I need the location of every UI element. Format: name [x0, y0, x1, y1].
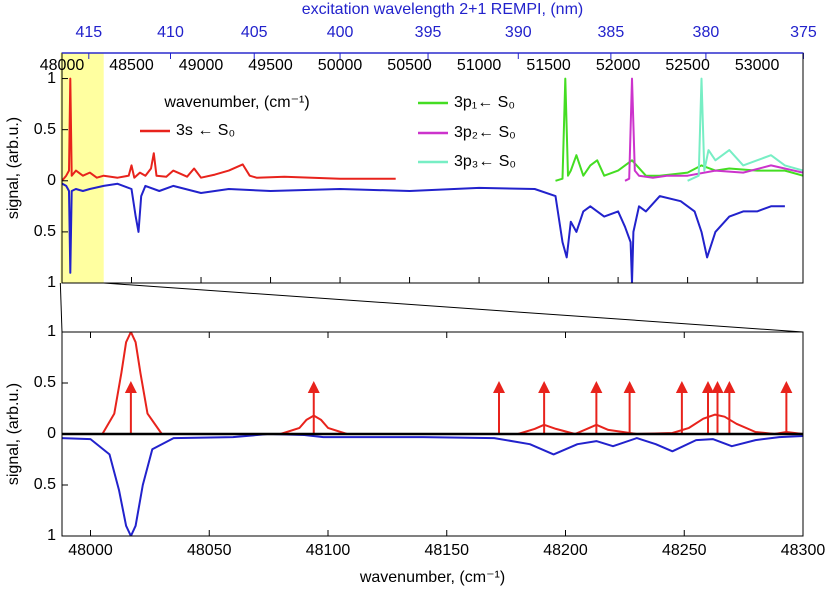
x-tick-label: 48000: [68, 542, 113, 559]
arrow-head: [711, 381, 724, 393]
x-tick-label: 50500: [387, 57, 432, 74]
x-tick-label: 48200: [543, 542, 588, 559]
series-line: [687, 77, 803, 182]
x-tick-label: 48500: [109, 57, 154, 74]
axes-frame: [61, 331, 804, 537]
series-line: [62, 77, 396, 182]
y-axis-label: signal, (arb.u.): [5, 117, 22, 219]
legend-label: 3s ← S₀: [176, 122, 235, 139]
y-tick-label: 0.5: [34, 223, 56, 240]
x-tick-label: 48250: [662, 542, 707, 559]
arrow-head: [675, 381, 688, 393]
y-tick-label: 0: [47, 425, 56, 442]
y-tick-label: 1: [47, 323, 56, 340]
x-tick-label: 49000: [179, 57, 224, 74]
x-tick-label: 51500: [526, 57, 571, 74]
y-tick-label: 0.5: [34, 121, 56, 138]
arrow-head: [702, 381, 714, 393]
series-line: [62, 433, 803, 536]
x2-tick-label: 385: [598, 24, 625, 41]
legend-label: 3p₁← S₀: [454, 94, 515, 111]
series-line: [624, 77, 803, 182]
y-tick-label: 1: [47, 527, 56, 544]
x-axis-label: wavenumber, (cm⁻¹): [359, 569, 505, 586]
x2-tick-label: 405: [241, 24, 268, 41]
y-tick-label: 0.5: [34, 476, 56, 493]
x-tick-label: 53000: [735, 57, 780, 74]
x-tick-label: 52500: [665, 57, 710, 74]
x2-tick-label: 380: [693, 24, 720, 41]
arrow-head: [723, 381, 736, 393]
x-tick-label: 50000: [318, 57, 363, 74]
x-tick-label: 48100: [306, 542, 351, 559]
legend-label: 3p₃← S₀: [454, 153, 516, 170]
y-tick-label: 1: [47, 274, 56, 291]
arrow-head: [590, 381, 603, 393]
x-tick-label: 48300: [781, 542, 826, 559]
x2-tick-label: 410: [157, 24, 184, 41]
x-tick-label: 51000: [457, 57, 502, 74]
y-tick-label: 0: [47, 172, 56, 189]
x2-axis-label: excitation wavelength 2+1 REMPI, (nm): [302, 1, 583, 18]
zoom-highlight: [60, 53, 104, 283]
y-tick-label: 0.5: [34, 374, 56, 391]
zoom-connector: [103, 282, 804, 333]
x-tick-label: 52000: [596, 57, 641, 74]
x2-tick-label: 400: [327, 24, 354, 41]
x2-tick-label: 390: [505, 24, 532, 41]
x-axis-label: wavenumber, (cm⁻¹): [163, 94, 309, 111]
plot-area: [62, 77, 803, 283]
arrow-head: [124, 381, 137, 393]
zoom-connector: [59, 282, 63, 333]
arrow-head: [780, 381, 793, 393]
x2-tick-label: 375: [790, 24, 817, 41]
x-tick-label: 48050: [187, 542, 232, 559]
arrow-head: [538, 381, 551, 393]
legend-label: 3p₂← S₀: [454, 124, 516, 141]
plot-area: [62, 332, 803, 536]
x2-tick-label: 395: [415, 24, 442, 41]
x-tick-label: 49500: [248, 57, 293, 74]
y-axis-label: signal, (arb.u.): [5, 383, 22, 485]
arrow-head: [623, 381, 636, 393]
x2-tick-label: 415: [75, 24, 102, 41]
series-line: [62, 182, 785, 283]
arrow-head: [493, 381, 505, 393]
y-tick-label: 1: [47, 70, 56, 87]
series-line: [555, 77, 803, 182]
x-tick-label: 48150: [425, 542, 470, 559]
arrow-head: [307, 381, 320, 393]
